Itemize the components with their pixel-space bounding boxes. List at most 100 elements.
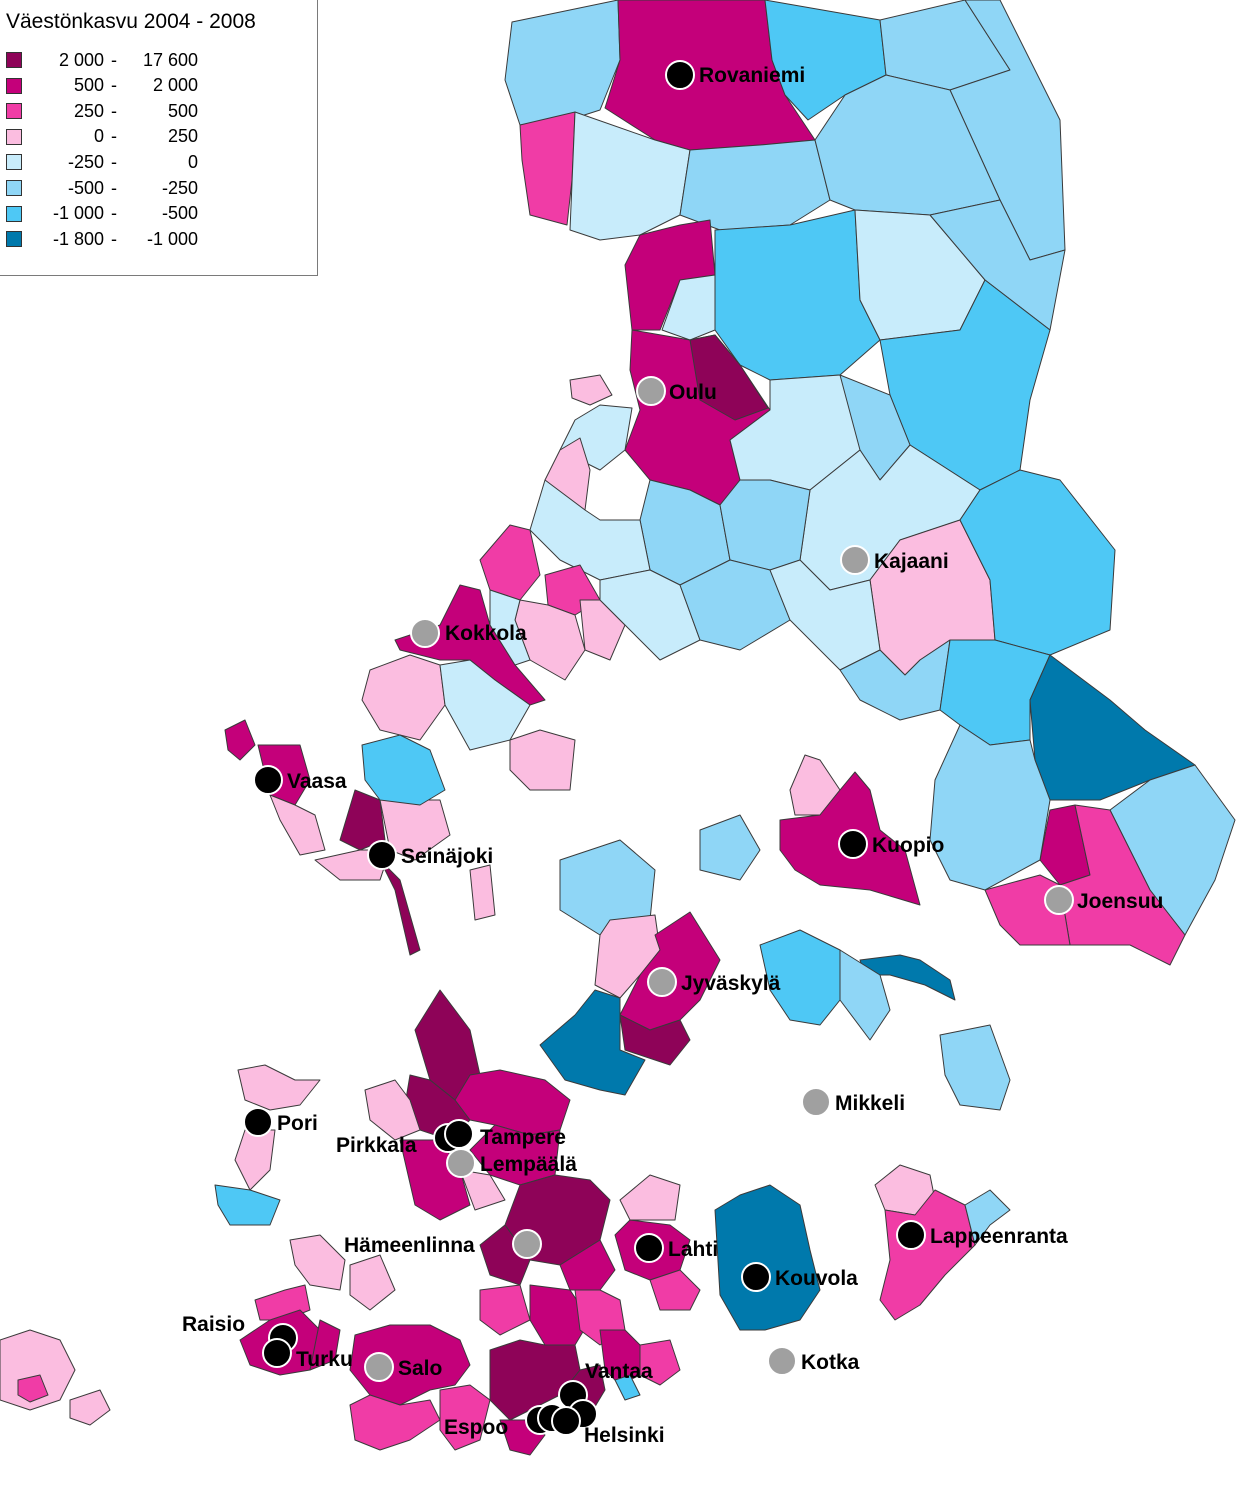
legend-low: -500 xyxy=(67,177,104,198)
region xyxy=(679,139,831,231)
city-rovaniemi: Rovaniemi xyxy=(665,60,805,90)
city-marker xyxy=(446,1148,476,1178)
region xyxy=(504,0,621,126)
city-marker xyxy=(551,1406,581,1436)
legend-swatch xyxy=(6,103,22,120)
region xyxy=(839,949,891,1041)
region xyxy=(539,989,646,1096)
city-marker xyxy=(253,765,283,795)
legend-high: -1 000 xyxy=(146,228,198,249)
region xyxy=(364,1079,421,1141)
city-joensuu: Joensuu xyxy=(1044,885,1163,915)
region xyxy=(929,724,1051,891)
region xyxy=(309,1319,341,1371)
legend-swatch xyxy=(6,205,22,222)
city-hameenlinna: Hämeenlinna xyxy=(344,1229,542,1259)
legend-high: -250 xyxy=(161,177,198,198)
region xyxy=(479,524,541,601)
city-salo: Salo xyxy=(364,1352,442,1382)
city-label: Kokkola xyxy=(445,622,527,645)
city-label: Oulu xyxy=(669,381,717,404)
city-marker xyxy=(801,1087,831,1117)
region xyxy=(349,1394,441,1451)
region xyxy=(361,654,446,741)
city-lempaala: Lempäälä xyxy=(446,1148,577,1178)
city-label: Salo xyxy=(398,1357,442,1380)
city-label: Kajaani xyxy=(874,550,949,573)
city-label: Helsinki xyxy=(584,1424,665,1447)
legend-low: -1 800 xyxy=(52,228,104,249)
city-label: Mikkeli xyxy=(835,1092,905,1115)
region xyxy=(269,794,326,856)
city-kokkola: Kokkola xyxy=(410,618,527,648)
city-marker xyxy=(647,967,677,997)
city-label: Rovaniemi xyxy=(699,64,805,87)
region xyxy=(569,111,691,241)
city-label: Seinäjoki xyxy=(401,845,493,868)
city-label: Hämeenlinna xyxy=(344,1234,475,1257)
region xyxy=(234,1129,276,1191)
city-marker xyxy=(840,545,870,575)
city-lappeenranta: Lappeenranta xyxy=(896,1220,1068,1250)
region xyxy=(439,659,531,751)
region xyxy=(699,814,761,881)
legend-row: -250- 0 xyxy=(6,151,198,173)
legend-high: 500 xyxy=(167,100,198,121)
city-label: Lappeenranta xyxy=(930,1225,1068,1248)
legend-row: 0- 250 xyxy=(6,126,198,148)
region xyxy=(661,274,716,341)
region xyxy=(649,1269,701,1311)
region xyxy=(459,1169,506,1211)
legend-dash: - xyxy=(111,100,117,121)
legend-row: 500- 2 000 xyxy=(6,75,198,97)
legend-swatch xyxy=(6,231,22,248)
city-label: Lempäälä xyxy=(480,1153,577,1176)
region xyxy=(714,1184,821,1331)
legend-low: -250 xyxy=(67,151,104,172)
legend-low: 250 xyxy=(73,100,104,121)
legend-low: 2 000 xyxy=(58,49,104,70)
legend-dash: - xyxy=(111,49,117,70)
region xyxy=(509,729,576,791)
city-marker xyxy=(262,1338,292,1368)
city-label: Kuopio xyxy=(872,834,944,857)
city-marker xyxy=(838,829,868,859)
city-label: Kotka xyxy=(801,1351,860,1374)
region xyxy=(569,374,613,406)
legend-dash: - xyxy=(111,177,117,198)
city-label: Lahti xyxy=(668,1238,718,1261)
city-marker xyxy=(367,840,397,870)
region xyxy=(619,1174,681,1221)
legend-row: 2 000- 17 600 xyxy=(6,49,198,71)
region xyxy=(237,1064,321,1111)
city-label: Vaasa xyxy=(287,770,347,793)
city-label: Turku xyxy=(296,1348,353,1371)
city-kotka: Kotka xyxy=(767,1346,860,1376)
region xyxy=(689,334,769,421)
city-label: Kouvola xyxy=(775,1267,858,1290)
city-marker xyxy=(665,60,695,90)
legend-low: -1 000 xyxy=(52,203,104,224)
region xyxy=(959,469,1116,656)
region xyxy=(559,1239,616,1291)
city-oulu: Oulu xyxy=(636,376,717,406)
city-mikkeli: Mikkeli xyxy=(801,1087,905,1117)
region xyxy=(379,859,421,956)
region xyxy=(759,929,841,1026)
city-vantaa: Vantaa xyxy=(558,1360,653,1410)
region xyxy=(639,1339,681,1386)
regions-layer xyxy=(0,0,1236,1456)
city-label: Pirkkala xyxy=(336,1134,417,1157)
city-helsinki: Helsinki xyxy=(551,1399,665,1447)
region xyxy=(214,1184,281,1226)
legend-dash: - xyxy=(111,75,117,96)
region xyxy=(614,1374,641,1401)
region xyxy=(349,1254,396,1311)
city-marker xyxy=(410,618,440,648)
region xyxy=(719,479,811,571)
city-label: Espoo xyxy=(444,1416,508,1439)
region xyxy=(1059,804,1186,966)
legend-high: 2 000 xyxy=(152,75,198,96)
region xyxy=(479,1284,531,1336)
